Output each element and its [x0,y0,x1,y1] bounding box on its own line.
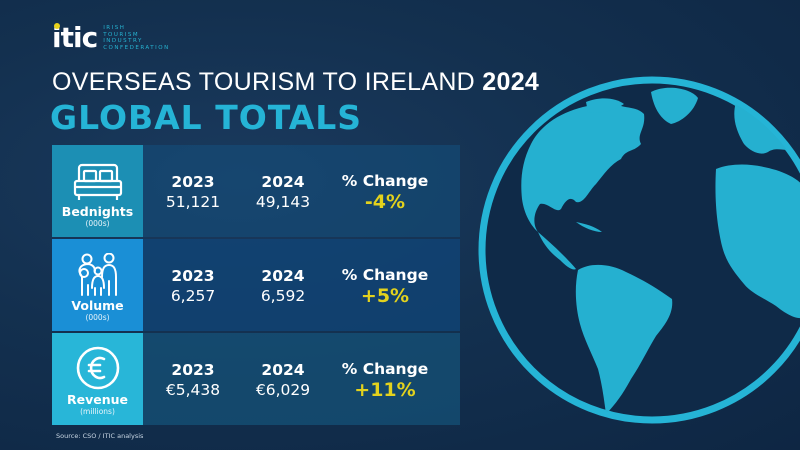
logo-wordmark: IRISH TOURISM INDUSTRY CONFEDERATION [103,25,170,51]
page-subtitle: GLOBAL TOTALS [50,98,363,137]
volume-icon-box: Volume (000s) [52,239,143,331]
source-note: Source: CSO / ITIC analysis [56,432,144,440]
metric-label: Volume [71,298,124,313]
col-2023: 2023 €5,438 [161,360,225,400]
change-value: +11% [354,379,416,401]
metric-unit: (000s) [85,313,110,322]
logo-dot [54,23,60,29]
logo-mark: itic [52,21,98,54]
metric-row-bednights: Bednights (000s) 2023 51,121 2024 49,143… [52,145,460,237]
value-2024: €6,029 [255,381,311,399]
metric-row-volume: Volume (000s) 2023 6,257 2024 6,592 % Ch… [52,239,460,331]
itic-logo: itic IRISH TOURISM INDUSTRY CONFEDERATIO… [52,21,170,54]
col-2023: 2023 6,257 [161,266,225,306]
metrics-panel: Bednights (000s) 2023 51,121 2024 49,143… [52,145,460,427]
euro-icon [76,346,119,390]
bed-icon [73,163,122,200]
col-change: % Change +5% [337,265,433,307]
title-year: 2024 [482,68,540,96]
metric-label: Bednights [61,204,134,219]
value-2024: 49,143 [255,193,311,211]
col-change: % Change -4% [337,171,433,213]
value-2023: €5,438 [165,381,221,399]
family-icon [77,253,117,296]
globe-icon [478,76,800,424]
bednights-icon-box: Bednights (000s) [52,145,143,237]
col-2023: 2023 51,121 [161,172,225,212]
metric-row-revenue: Revenue (millions) 2023 €5,438 2024 €6,0… [52,333,460,425]
metric-unit: (000s) [85,219,110,228]
change-value: +5% [360,285,410,307]
col-2024: 2024 49,143 [251,172,315,212]
revenue-icon-box: Revenue (millions) [52,333,143,425]
col-2024: 2024 €6,029 [251,360,315,400]
col-2024: 2024 6,592 [251,266,315,306]
col-change: % Change +11% [337,359,433,401]
change-value: -4% [364,191,406,213]
value-2024: 6,592 [260,287,306,305]
page-title: OVERSEAS TOURISM TO IRELAND 2024 [52,68,540,96]
metric-unit: (millions) [80,407,115,416]
value-2023: 6,257 [170,287,216,305]
metric-label: Revenue [66,392,128,407]
value-2023: 51,121 [165,193,221,211]
